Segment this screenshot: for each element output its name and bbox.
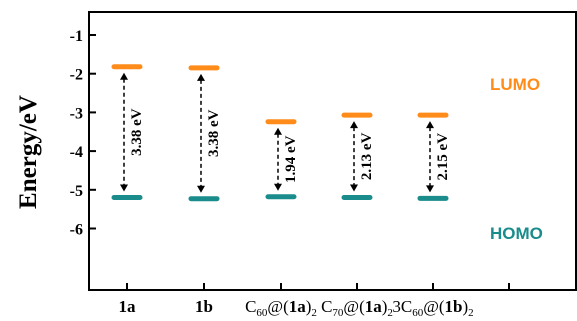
legend-homo: HOMO (490, 224, 543, 243)
gap-label-1a: 3.38 eV (129, 108, 145, 156)
y-tick-label: -3 (70, 105, 83, 122)
gap-label-c60-1a2: 1.94 eV (283, 135, 299, 183)
plot-frame (88, 11, 577, 291)
gap-arrow-head-up (197, 73, 205, 81)
gap-arrow-head-up (350, 121, 358, 129)
y-tick-label: -5 (70, 183, 83, 200)
gap-label-3c60-1b2: 2.15 eV (435, 133, 451, 181)
x-tick-label-c60-1a2: C60@(1a)2 (245, 297, 317, 319)
x-tick-label-c70-1a2: C70@(1a)2 (321, 297, 393, 319)
gap-arrow-head-down (350, 184, 358, 192)
y-tick-label: -2 (70, 67, 83, 84)
x-tick-label-3c60-1b2: 3C60@(1b)2 (392, 297, 473, 319)
gap-arrow-head-down (120, 184, 128, 192)
gap-arrow-head-up (426, 121, 434, 129)
energy-levels (111, 64, 449, 202)
gap-label-1b: 3.38 eV (206, 109, 222, 157)
gap-arrows: 3.38 eV 3.38 eV 1.94 eV 2.13 eV 2.15 eV (120, 72, 451, 193)
gap-arrow-head-down (274, 183, 282, 191)
y-axis: -1 -2 -3 -4 -5 -6 (70, 28, 96, 239)
y-tick-label: -6 (70, 222, 83, 239)
x-tick-label-1a: 1a (119, 297, 137, 316)
gap-arrow-head-up (120, 72, 128, 80)
y-tick-label: -1 (70, 28, 83, 45)
gap-label-c70-1a2: 2.13 eV (359, 132, 375, 180)
x-tick-label-1b: 1b (195, 297, 213, 316)
legend-lumo: LUMO (490, 75, 540, 94)
gap-arrow-head-down (426, 185, 434, 193)
x-axis: 1a 1b C60@(1a)2 C70@(1a)2 3C60@(1b)2 (119, 283, 510, 319)
gap-arrow-head-up (274, 127, 282, 135)
gap-arrow-head-down (197, 185, 205, 193)
y-tick-label: -4 (70, 144, 83, 161)
y-axis-label: Energy/eV (15, 95, 42, 209)
